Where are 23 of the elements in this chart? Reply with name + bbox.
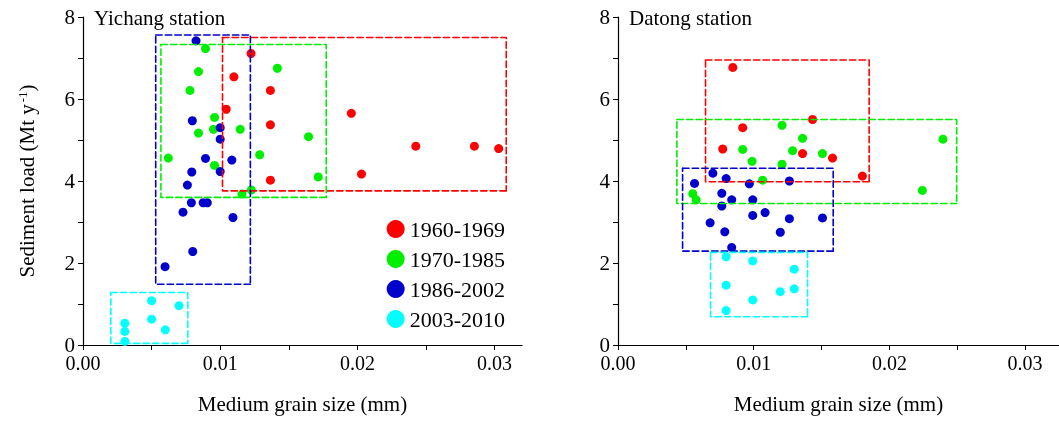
x-axis-title: Medium grain size (mm) — [733, 391, 944, 416]
y-tick-label: 4 — [599, 169, 611, 193]
chart-title: Yichang station — [94, 5, 226, 30]
x-tick-label: 0.02 — [339, 352, 375, 374]
y-axis-title: Sediment load (Mt y-1) — [14, 84, 39, 278]
chart-title: Datong station — [629, 5, 753, 30]
x-tick-label: 0.03 — [1007, 352, 1043, 374]
legend-label: 1986-2002 — [409, 276, 505, 302]
y-tick-label: 2 — [599, 251, 610, 275]
y-tick-label: 8 — [64, 5, 75, 29]
legend-label: 1970-1985 — [409, 246, 505, 272]
y-tick-label: 6 — [64, 87, 75, 111]
y-tick-label: 4 — [64, 169, 76, 193]
x-axis-title: Medium grain size (mm) — [197, 391, 408, 416]
y-tick-label: 2 — [64, 251, 75, 275]
y-tick-label: 6 — [599, 87, 610, 111]
y-tick-label: 8 — [599, 5, 610, 29]
x-tick-label: 0.01 — [736, 352, 772, 374]
x-tick-label: 0.03 — [477, 352, 513, 374]
x-tick-label: 0.01 — [202, 352, 238, 374]
legend-label: 1960-1969 — [409, 216, 505, 242]
legend-label: 2003-2010 — [409, 306, 505, 332]
x-tick-label: 0.02 — [871, 352, 907, 374]
